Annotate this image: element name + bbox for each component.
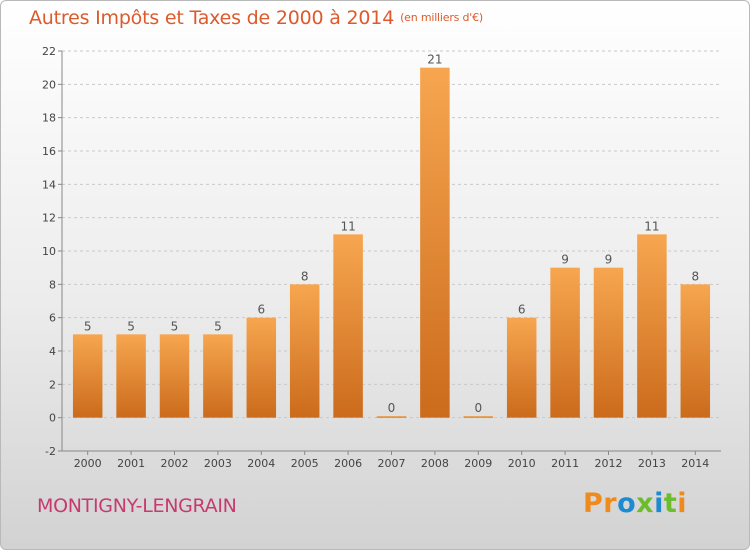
value-label-2013: 11 [644, 219, 659, 233]
value-label-2010: 6 [518, 303, 526, 317]
bar-2011 [550, 267, 580, 418]
value-label-2004: 6 [257, 303, 265, 317]
x-tick-label-2013: 2013 [638, 457, 666, 470]
value-label-2005: 8 [301, 269, 309, 283]
label-layer: 5 5 5 5 6 8 11 0 21 0 6 9 9 11 8 [84, 53, 699, 415]
y-tick-label: 2 [49, 378, 56, 391]
y-tick-label: 20 [42, 78, 56, 91]
chart-title: Autres Impôts et Taxes de 2000 à 2014 (en… [29, 7, 483, 29]
bar-2013 [637, 234, 667, 418]
y-tick-label: 4 [49, 345, 56, 358]
bar-2010 [506, 317, 537, 418]
bar-2000 [72, 334, 103, 418]
bar-2001 [116, 334, 146, 418]
x-tick-label-2001: 2001 [117, 457, 145, 470]
value-label-2002: 5 [171, 319, 179, 333]
chart-unit: (en milliers d'€) [400, 11, 483, 24]
y-tick-label: 0 [49, 412, 56, 425]
value-label-2007: 0 [388, 401, 396, 415]
bar-2005 [289, 284, 320, 418]
x-tick-label-2000: 2000 [74, 457, 102, 470]
y-tick-label: 8 [49, 278, 56, 291]
y-tick-label: 6 [49, 312, 56, 325]
bar-2008 [420, 67, 450, 418]
y-tick-label: 10 [42, 245, 56, 258]
value-label-2014: 8 [691, 269, 699, 283]
value-label-2000: 5 [84, 319, 92, 333]
value-label-2006: 11 [340, 219, 355, 233]
x-tick-label-2003: 2003 [204, 457, 232, 470]
chart-title-text: Autres Impôts et Taxes de 2000 à 2014 [29, 7, 395, 29]
y-tick-label: 14 [42, 178, 56, 191]
x-tick-label-2009: 2009 [464, 457, 492, 470]
x-tick-label-2007: 2007 [378, 457, 406, 470]
bar-2003 [203, 334, 233, 418]
x-tick-label-2002: 2002 [161, 457, 189, 470]
bar-2009 [463, 416, 494, 418]
bar-2007 [376, 416, 407, 418]
y-tick-label: 12 [42, 212, 56, 225]
bar-2004 [246, 317, 277, 418]
bar-2002 [159, 334, 190, 418]
value-label-2011: 9 [561, 253, 569, 267]
value-label-2012: 9 [605, 253, 613, 267]
bar-2012 [593, 267, 624, 418]
bar-layer [72, 67, 711, 418]
value-label-2008: 21 [427, 53, 442, 67]
commune-name: MONTIGNY-LENGRAIN [37, 495, 237, 517]
y-tick-label: 22 [42, 45, 56, 58]
y-tick-label: -2 [45, 445, 56, 458]
axis-layer: -2 0 2 4 6 8 10 12 14 16 18 20 22 2000 2001 2002 2003 200… [42, 45, 721, 470]
x-tick-label-2004: 2004 [247, 457, 275, 470]
value-label-2009: 0 [474, 401, 482, 415]
y-tick-label: 16 [42, 145, 56, 158]
x-tick-label-2005: 2005 [291, 457, 319, 470]
x-tick-label-2014: 2014 [681, 457, 709, 470]
x-tick-label-2008: 2008 [421, 457, 449, 470]
x-tick-label-2006: 2006 [334, 457, 362, 470]
x-tick-label-2011: 2011 [551, 457, 579, 470]
x-tick-label-2012: 2012 [595, 457, 623, 470]
bar-2006 [333, 234, 363, 418]
proxiti-logo: Proxiti [583, 488, 688, 519]
value-label-2001: 5 [127, 319, 135, 333]
value-label-2003: 5 [214, 319, 222, 333]
y-tick-label: 18 [42, 112, 56, 125]
bar-2014 [680, 284, 711, 418]
x-tick-label-2010: 2010 [508, 457, 536, 470]
